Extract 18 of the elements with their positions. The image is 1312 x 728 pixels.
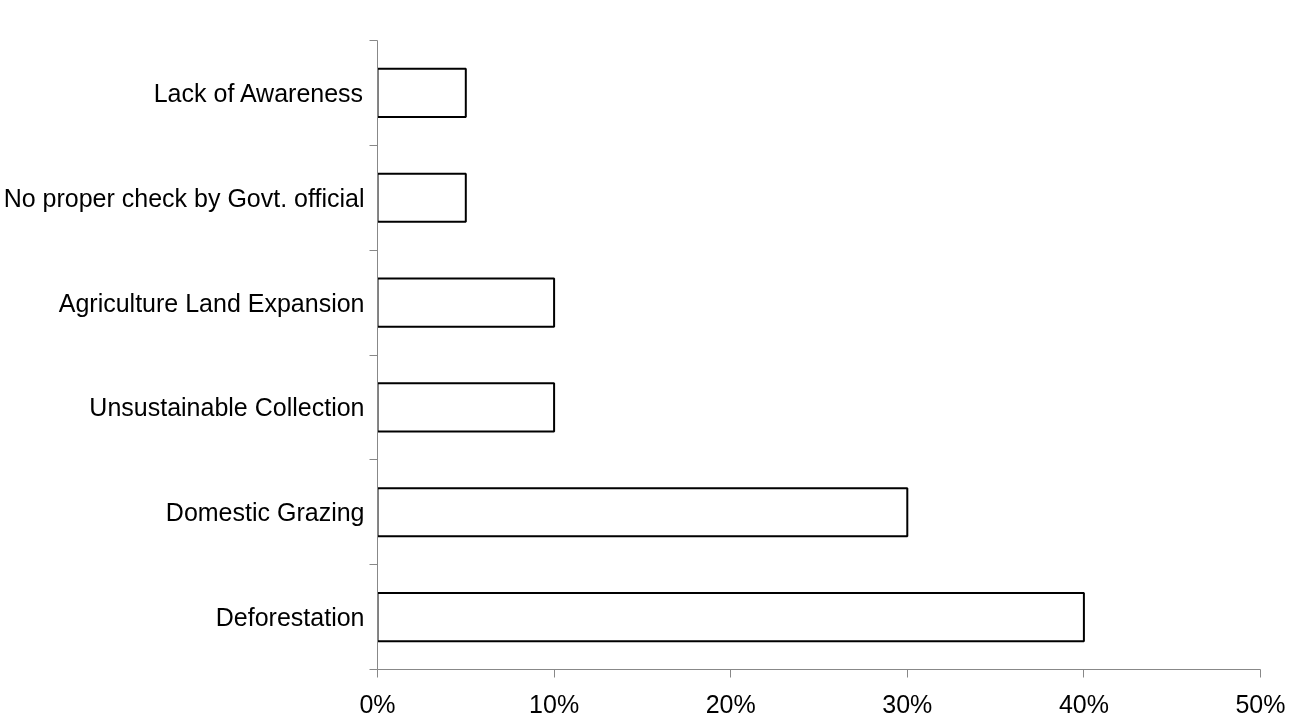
y-tick-label: Agriculture Land Expansion xyxy=(58,288,365,317)
x-tick-label: 0% xyxy=(359,689,396,718)
bar xyxy=(377,382,556,433)
y-tick-label: No proper check by Govt. official xyxy=(3,183,365,212)
bar xyxy=(377,591,1085,643)
x-tick-label: 10% xyxy=(529,689,580,718)
x-tick-label: 20% xyxy=(705,689,756,718)
y-tick-label: Unsustainable Collection xyxy=(89,393,365,422)
bar xyxy=(377,277,556,328)
y-tick-label: Lack of Awareness xyxy=(153,78,364,107)
bar xyxy=(377,487,909,538)
x-tick-label: 50% xyxy=(1235,689,1286,718)
x-tick-label: 40% xyxy=(1058,689,1109,718)
y-tick-label: Deforestation xyxy=(215,603,365,632)
y-tick-label: Domestic Grazing xyxy=(165,498,365,527)
bar xyxy=(377,67,467,119)
bar xyxy=(377,172,467,223)
x-tick-label: 30% xyxy=(882,689,933,718)
